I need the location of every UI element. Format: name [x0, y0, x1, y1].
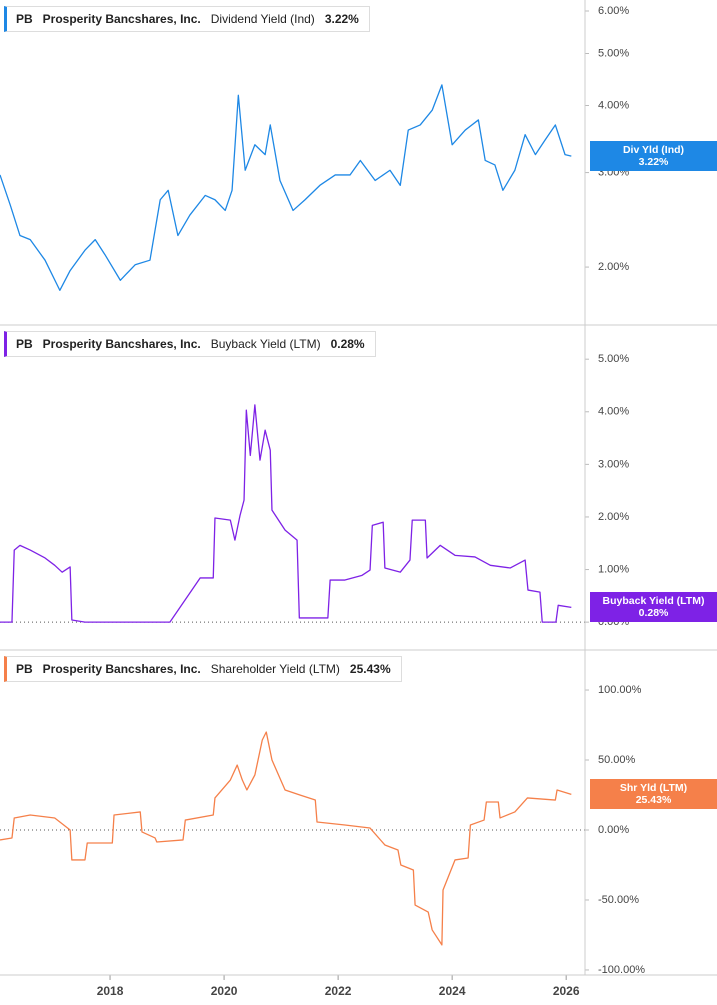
- series-name: Shareholder Yield (LTM): [210, 662, 340, 676]
- value-badge: Shr Yld (LTM) 25.43%: [590, 779, 717, 810]
- x-tick-label: 2026: [553, 984, 580, 998]
- y-tick-label: 5.00%: [598, 353, 629, 365]
- ticker: PB: [16, 12, 33, 26]
- y-tick-label: 5.00%: [598, 47, 629, 59]
- y-tick-label: 4.00%: [598, 406, 629, 418]
- badge-label: Shr Yld (LTM): [619, 782, 688, 795]
- x-tick-label: 2018: [97, 984, 124, 998]
- y-tick-label: -100.00%: [598, 964, 645, 976]
- y-tick-label: 2.00%: [598, 261, 629, 273]
- y-tick-label: 6.00%: [598, 5, 629, 17]
- badge-value: 0.28%: [638, 607, 669, 620]
- y-tick-label: 100.00%: [598, 684, 642, 696]
- company-name: Prosperity Bancshares, Inc.: [42, 337, 201, 351]
- series-line: [0, 84, 572, 291]
- ticker: PB: [16, 662, 33, 676]
- panel-header: PB Prosperity Bancshares, Inc. Buyback Yie…: [4, 331, 376, 357]
- x-tick-label: 2022: [325, 984, 352, 998]
- panel-header: PB Prosperity Bancshares, Inc. Dividend Yi…: [4, 6, 370, 32]
- badge-value: 25.43%: [635, 794, 672, 807]
- last-value: 25.43%: [349, 662, 391, 676]
- ticker: PB: [16, 337, 33, 351]
- badge-label: Div Yld (Ind): [622, 144, 685, 157]
- series-line: [0, 404, 572, 623]
- series-name: Dividend Yield (Ind): [210, 12, 315, 26]
- last-value: 3.22%: [324, 12, 359, 26]
- company-name: Prosperity Bancshares, Inc.: [42, 12, 201, 26]
- badge-label: Buyback Yield (LTM): [602, 595, 705, 608]
- y-tick-label: 0.00%: [598, 824, 629, 836]
- x-tick-label: 2020: [211, 984, 238, 998]
- y-tick-label: -50.00%: [598, 894, 639, 906]
- panel-header: PB Prosperity Bancshares, Inc. Shareholder…: [4, 656, 402, 682]
- y-tick-label: 1.00%: [598, 563, 629, 575]
- y-tick-label: 4.00%: [598, 99, 629, 111]
- y-tick-label: 2.00%: [598, 511, 629, 523]
- x-tick-label: 2024: [439, 984, 466, 998]
- series-name: Buyback Yield (LTM): [210, 337, 321, 351]
- badge-value: 3.22%: [638, 156, 669, 169]
- y-tick-label: 3.00%: [598, 458, 629, 470]
- value-badge: Div Yld (Ind) 3.22%: [590, 141, 717, 172]
- value-badge: Buyback Yield (LTM) 0.28%: [590, 592, 717, 623]
- y-tick-label: 50.00%: [598, 754, 636, 766]
- series-line: [0, 731, 572, 946]
- company-name: Prosperity Bancshares, Inc.: [42, 662, 201, 676]
- last-value: 0.28%: [330, 337, 365, 351]
